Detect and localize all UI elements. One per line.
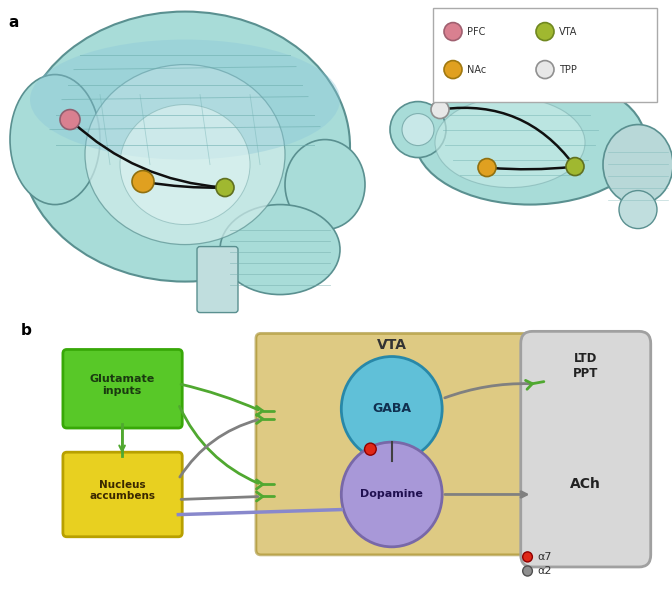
Text: VTA: VTA <box>377 339 407 352</box>
Circle shape <box>402 113 434 145</box>
Text: a: a <box>8 15 18 30</box>
Circle shape <box>365 443 376 455</box>
Circle shape <box>523 552 532 562</box>
Ellipse shape <box>30 40 340 160</box>
Ellipse shape <box>120 105 250 225</box>
Ellipse shape <box>220 204 340 294</box>
Circle shape <box>444 60 462 79</box>
FancyBboxPatch shape <box>433 8 657 102</box>
Ellipse shape <box>415 74 645 204</box>
FancyBboxPatch shape <box>197 246 238 313</box>
Circle shape <box>523 566 532 576</box>
Circle shape <box>390 102 446 158</box>
Circle shape <box>132 171 154 193</box>
FancyBboxPatch shape <box>63 452 182 537</box>
Text: b: b <box>22 323 32 338</box>
Text: α2: α2 <box>537 566 552 576</box>
Ellipse shape <box>603 125 672 204</box>
Text: α7: α7 <box>537 552 552 562</box>
Ellipse shape <box>20 12 350 281</box>
FancyBboxPatch shape <box>63 349 182 428</box>
Text: Nucleus
accumbens: Nucleus accumbens <box>89 480 155 501</box>
FancyBboxPatch shape <box>256 333 528 555</box>
Text: TPP: TPP <box>559 64 577 74</box>
Ellipse shape <box>358 412 425 492</box>
Circle shape <box>60 109 80 129</box>
Circle shape <box>341 356 442 461</box>
Ellipse shape <box>10 74 100 204</box>
Text: Dopamine: Dopamine <box>360 489 423 499</box>
Circle shape <box>444 22 462 41</box>
Ellipse shape <box>435 98 585 187</box>
FancyBboxPatch shape <box>521 332 650 567</box>
Text: ACh: ACh <box>571 478 601 491</box>
Circle shape <box>536 60 554 79</box>
Text: LTD
PPT: LTD PPT <box>573 352 599 379</box>
Circle shape <box>536 22 554 41</box>
Circle shape <box>431 100 449 119</box>
Circle shape <box>341 442 442 547</box>
Circle shape <box>216 178 234 197</box>
Text: NAc: NAc <box>467 64 487 74</box>
Ellipse shape <box>619 190 657 229</box>
Text: VTA: VTA <box>559 27 577 37</box>
Circle shape <box>478 158 496 177</box>
Ellipse shape <box>85 64 285 245</box>
Text: PFC: PFC <box>467 27 485 37</box>
Text: Glutamate
inputs: Glutamate inputs <box>89 374 155 395</box>
Circle shape <box>566 158 584 176</box>
Text: GABA: GABA <box>372 402 411 415</box>
Ellipse shape <box>285 139 365 229</box>
